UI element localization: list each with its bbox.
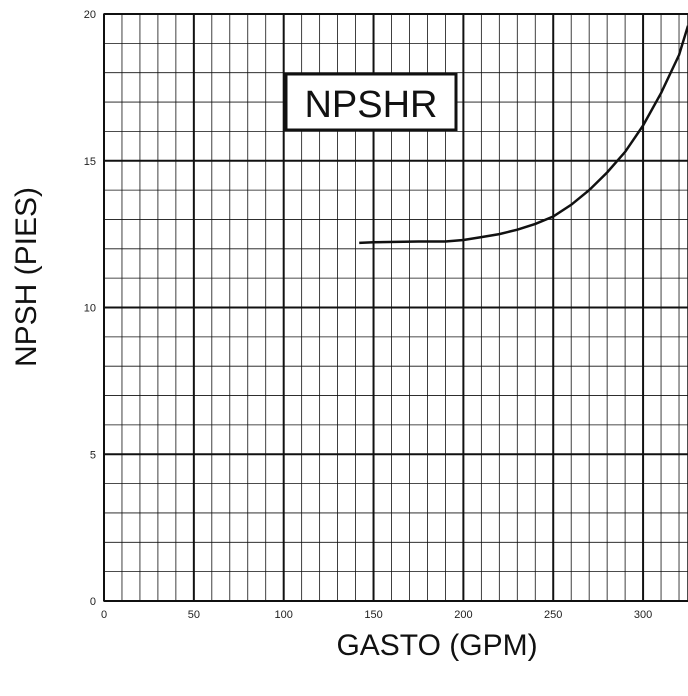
- x-tick-label: 50: [188, 609, 200, 621]
- y-tick-label: 15: [84, 156, 96, 168]
- y-tick-label: 0: [90, 596, 96, 608]
- y-axis-title: NPSH (PIES): [10, 187, 43, 367]
- plot-frame: [103, 13, 688, 602]
- x-axis-title: GASTO (GPM): [336, 629, 537, 662]
- x-tick-label: 250: [544, 609, 562, 621]
- x-tick-label: 200: [454, 609, 472, 621]
- npshr-annotation-box: NPSHR: [284, 72, 458, 132]
- y-tick-label: 10: [84, 303, 96, 315]
- npshr-annotation-label: NPSHR: [304, 84, 437, 126]
- x-tick-label: 300: [634, 609, 652, 621]
- y-tick-label: 5: [90, 449, 96, 461]
- npshr-curve: [359, 25, 688, 245]
- x-tick-label: 100: [275, 609, 293, 621]
- x-tick-label: 150: [364, 609, 382, 621]
- tick-labels: 0 50 100 150 200 250 300 0 5 10 15 20: [84, 9, 653, 621]
- x-tick-label: 0: [101, 609, 107, 621]
- y-tick-label: 20: [84, 9, 96, 21]
